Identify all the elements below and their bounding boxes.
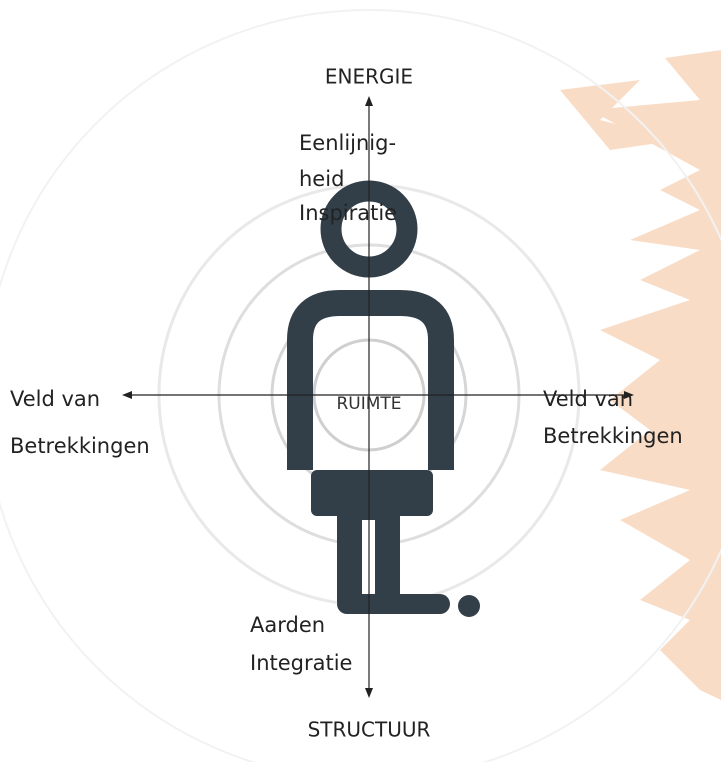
circles — [0, 10, 721, 762]
label: Betrekkingen — [543, 424, 683, 448]
center-label: RUIMTE — [336, 394, 401, 414]
brush-stroke — [560, 50, 721, 700]
label: Veld van — [543, 387, 633, 411]
label: Inspiratie — [299, 201, 397, 225]
label: heid — [299, 167, 344, 191]
axis-label: STRUCTUUR — [308, 718, 431, 742]
label: Betrekkingen — [10, 434, 150, 458]
label: Eenlijnig- — [299, 131, 396, 155]
diagram: ENERGIE STRUCTUUR RUIMTE Eenlijnig- heid… — [0, 0, 721, 762]
label: Integratie — [250, 651, 352, 675]
label: Aarden — [250, 613, 325, 637]
label: Veld van — [10, 387, 100, 411]
axis-label: ENERGIE — [325, 65, 413, 89]
